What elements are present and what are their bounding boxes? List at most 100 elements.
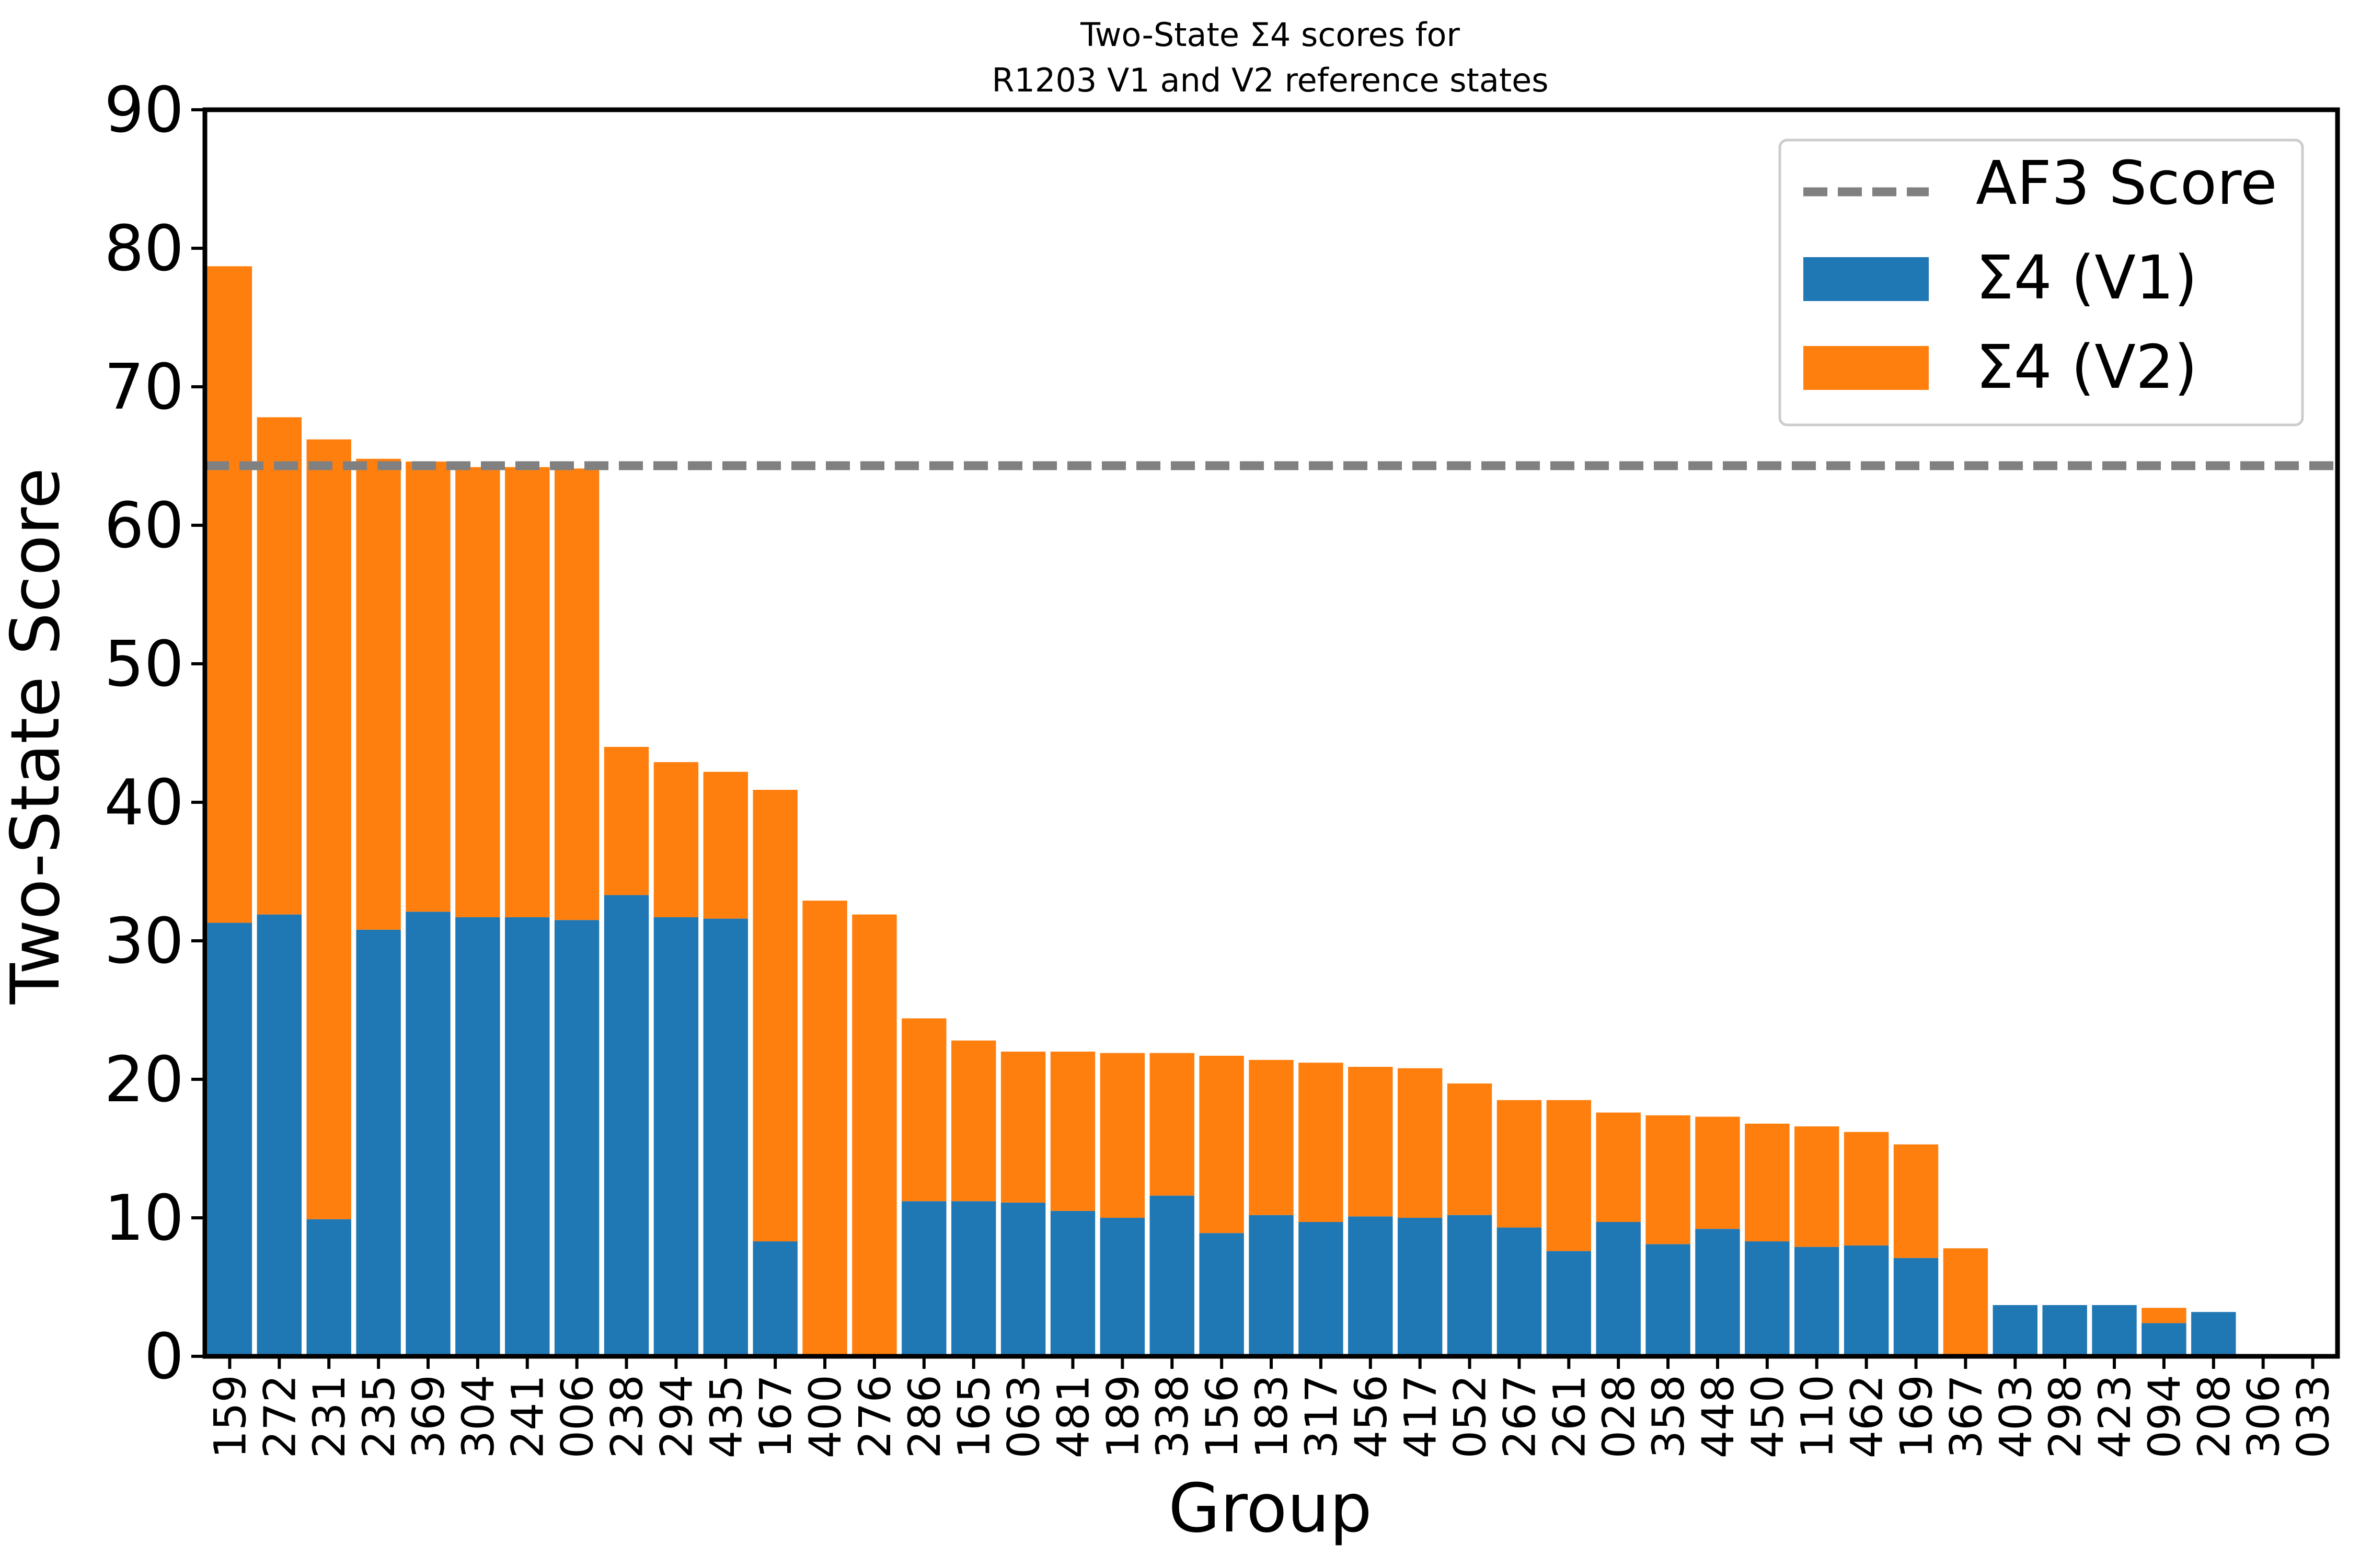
x-tick-label: 358 — [1643, 1375, 1694, 1458]
bar-v1-189 — [1100, 1218, 1145, 1356]
bar-v2-231 — [306, 439, 351, 1219]
bar-v1-481 — [1050, 1210, 1096, 1356]
bar-v2-094 — [2142, 1308, 2186, 1323]
x-tick-label: 417 — [1395, 1375, 1446, 1458]
legend-entry-v2[interactable]: Σ4 (V2) — [1803, 332, 2197, 402]
x-tick-label: 169 — [1891, 1375, 1942, 1458]
bar-v2-317 — [1298, 1063, 1343, 1222]
bar-v1-358 — [1645, 1244, 1690, 1356]
bar-v1-167 — [753, 1241, 798, 1356]
x-tick-label: 306 — [2238, 1375, 2289, 1458]
bar-v2-110 — [1794, 1126, 1839, 1247]
legend[interactable]: AF3 Score Σ4 (V1) Σ4 (V2) — [1778, 139, 2304, 426]
bar-v1-304 — [455, 917, 500, 1356]
bar-v1-338 — [1149, 1195, 1194, 1356]
bar-v2-189 — [1100, 1053, 1145, 1218]
bar-v2-450 — [1745, 1123, 1790, 1242]
bar-v2-462 — [1844, 1132, 1889, 1246]
y-tick-label: 20 — [104, 1044, 184, 1116]
x-tick-label: 238 — [602, 1375, 653, 1458]
bar-v2-286 — [902, 1018, 947, 1202]
bar-v1-261 — [1546, 1251, 1591, 1356]
y-tick-label: 50 — [104, 628, 184, 701]
x-tick-label: 298 — [2040, 1375, 2091, 1458]
bars-layer — [207, 266, 2236, 1356]
bar-v2-435 — [703, 771, 748, 919]
bar-v1-267 — [1496, 1227, 1542, 1356]
x-tick-label: 367 — [1940, 1375, 1991, 1458]
x-tick-label: 435 — [700, 1375, 752, 1458]
bar-v1-238 — [604, 895, 649, 1356]
x-tick-label: 423 — [2089, 1375, 2140, 1458]
bar-v2-417 — [1397, 1068, 1443, 1218]
x-tick-label: 159 — [204, 1375, 256, 1458]
x-tick-label: 183 — [1246, 1375, 1297, 1458]
bar-v2-241 — [505, 467, 550, 917]
bar-v1-450 — [1745, 1241, 1790, 1356]
y-tick-label: 0 — [144, 1321, 184, 1393]
bar-v1-435 — [703, 918, 748, 1356]
chart-title: Two-State Σ4 scores for — [1080, 16, 1460, 54]
x-tick-label: 400 — [800, 1375, 851, 1458]
bar-v2-448 — [1695, 1116, 1740, 1229]
bar-v1-417 — [1397, 1218, 1443, 1356]
bar-v1-156 — [1199, 1233, 1244, 1356]
y-tick-label: 10 — [104, 1182, 184, 1255]
x-tick-label: 456 — [1345, 1375, 1397, 1458]
bar-v2-481 — [1050, 1052, 1096, 1211]
legend-entry-v1[interactable]: Σ4 (V1) — [1803, 243, 2197, 313]
x-tick-label: 369 — [403, 1375, 454, 1458]
bar-v2-261 — [1546, 1100, 1591, 1251]
x-tick-label: 028 — [1593, 1375, 1644, 1458]
bar-v1-456 — [1348, 1216, 1393, 1356]
x-tick-label: 448 — [1693, 1375, 1744, 1458]
legend-swatch-v2 — [1803, 346, 1929, 390]
bar-v2-400 — [802, 901, 847, 1356]
legend-entry-reference[interactable]: AF3 Score — [1803, 148, 2277, 218]
legend-label-reference: AF3 Score — [1976, 148, 2277, 218]
bar-v1-231 — [306, 1219, 351, 1356]
bar-v2-159 — [207, 266, 252, 923]
x-tick-label: 167 — [750, 1375, 801, 1458]
bar-v2-276 — [852, 914, 897, 1356]
bar-v2-369 — [406, 462, 451, 912]
y-tick-label: 70 — [104, 351, 184, 424]
bar-v1-235 — [356, 929, 401, 1356]
y-axis-label: Two-State Score — [0, 468, 75, 1005]
bar-v1-028 — [1596, 1221, 1641, 1356]
x-tick-label: 235 — [353, 1375, 405, 1458]
legend-swatch-v1 — [1803, 257, 1929, 301]
bar-v2-156 — [1199, 1055, 1244, 1233]
bar-v1-272 — [257, 914, 302, 1356]
bar-v1-286 — [902, 1201, 947, 1356]
x-tick-label: 403 — [1990, 1375, 2041, 1458]
bar-v1-094 — [2142, 1323, 2186, 1356]
x-tick-label: 481 — [1047, 1375, 1099, 1458]
bar-v2-167 — [753, 790, 798, 1242]
bar-v1-403 — [1993, 1305, 2037, 1356]
bar-v1-159 — [207, 923, 252, 1356]
bar-v1-462 — [1844, 1246, 1889, 1356]
bar-v1-052 — [1447, 1215, 1492, 1356]
bar-v2-028 — [1596, 1112, 1641, 1222]
x-axis-label: Group — [1168, 1470, 1372, 1548]
x-tick-label: 063 — [998, 1375, 1050, 1458]
bar-v2-169 — [1893, 1144, 1939, 1258]
x-tick-label: 276 — [849, 1375, 901, 1458]
x-tick-label: 094 — [2139, 1375, 2190, 1458]
legend-label-v2: Σ4 (V2) — [1976, 332, 2197, 402]
bar-v2-294 — [653, 762, 699, 917]
bar-v1-165 — [951, 1201, 996, 1356]
y-tick-label: 90 — [104, 74, 184, 147]
x-tick-label: 156 — [1196, 1375, 1248, 1458]
bar-v2-006 — [554, 468, 600, 920]
x-tick-label: 006 — [552, 1375, 603, 1458]
y-tick-label: 80 — [104, 213, 184, 285]
legend-label-v1: Σ4 (V1) — [1976, 243, 2197, 313]
bar-v2-367 — [1943, 1248, 1988, 1356]
bar-v2-235 — [356, 458, 401, 930]
x-tick-label: 462 — [1841, 1375, 1893, 1458]
x-tick-label: 033 — [2288, 1375, 2339, 1458]
y-tick-label: 30 — [104, 905, 184, 978]
